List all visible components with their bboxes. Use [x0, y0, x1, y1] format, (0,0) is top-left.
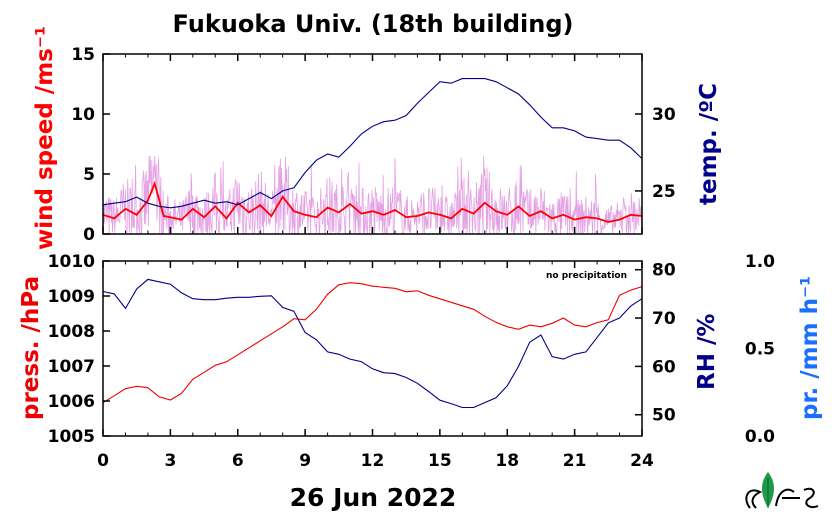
bottom-ticks-group: 0 3 6 9 12 15 18 21 24 1005 1006 1007 1008 1009 1010 50…	[48, 252, 775, 471]
precip-tick-label: 0.5	[745, 340, 775, 360]
x-tick-label: 3	[164, 451, 176, 471]
top-panel: 0 5 10 15 25 30 wind speed /ms⁻¹ temp. /ºC	[32, 26, 722, 250]
x-tick-label: 9	[299, 451, 311, 471]
top-left-tick-label: 15	[71, 45, 95, 65]
bottom-left-tick-label: 1009	[48, 287, 95, 307]
bottom-right-tick-label: 50	[652, 406, 676, 426]
x-tick-label: 21	[563, 451, 587, 471]
humidity-axis-label: RH /%	[694, 314, 720, 390]
top-left-tick-label: 0	[83, 225, 95, 245]
pressure-line	[102, 282, 643, 404]
x-tick-label: 18	[495, 451, 519, 471]
precip-tick-label: 0.0	[745, 427, 775, 447]
precipitation-axis-label: pr. /mm h⁻¹	[797, 276, 823, 420]
top-ticks-group: 0 5 10 15 25 30	[71, 45, 676, 245]
x-tick-label: 24	[630, 451, 654, 471]
precip-tick-label: 1.0	[745, 252, 775, 272]
x-tick-label: 12	[361, 451, 385, 471]
bottom-right-tick-label: 60	[652, 357, 676, 377]
bottom-left-tick-label: 1010	[48, 252, 95, 272]
top-left-tick-label: 10	[71, 105, 95, 125]
x-tick-label: 15	[428, 451, 452, 471]
bottom-panel-frame	[102, 260, 643, 437]
top-right-tick-label: 25	[652, 182, 676, 202]
bottom-left-tick-label: 1008	[48, 322, 95, 342]
wind-speed-axis-label: wind speed /ms⁻¹	[32, 26, 58, 250]
wind-speed-raw-line	[102, 155, 643, 235]
chart-title: Fukuoka Univ. (18th building)	[173, 10, 574, 38]
bottom-series-group	[102, 278, 643, 409]
bottom-panel: 0 3 6 9 12 15 18 21 24 1005 1006 1007 1008 1009 1010 50…	[18, 252, 823, 471]
wind-speed-line	[102, 180, 643, 223]
pressure-axis-label: press. /hPa	[18, 276, 44, 420]
bottom-left-tick-label: 1005	[48, 427, 95, 447]
top-series-group	[102, 78, 643, 235]
bottom-right-tick-label: 80	[652, 261, 676, 281]
top-left-tick-label: 5	[83, 165, 95, 185]
x-tick-label: 6	[232, 451, 244, 471]
temperature-axis-label: temp. /ºC	[696, 83, 722, 205]
no-precipitation-note: no precipitation	[546, 271, 627, 281]
bottom-right-tick-label: 70	[652, 309, 676, 329]
x-tick-label: 0	[97, 451, 109, 471]
top-right-tick-label: 30	[652, 105, 676, 125]
temperature-line	[102, 78, 643, 209]
date-label: 26 Jun 2022	[290, 483, 457, 512]
humidity-line	[102, 278, 643, 409]
bottom-left-tick-label: 1006	[48, 392, 95, 412]
leaf-logo-icon	[745, 472, 819, 509]
bottom-left-tick-label: 1007	[48, 357, 95, 377]
